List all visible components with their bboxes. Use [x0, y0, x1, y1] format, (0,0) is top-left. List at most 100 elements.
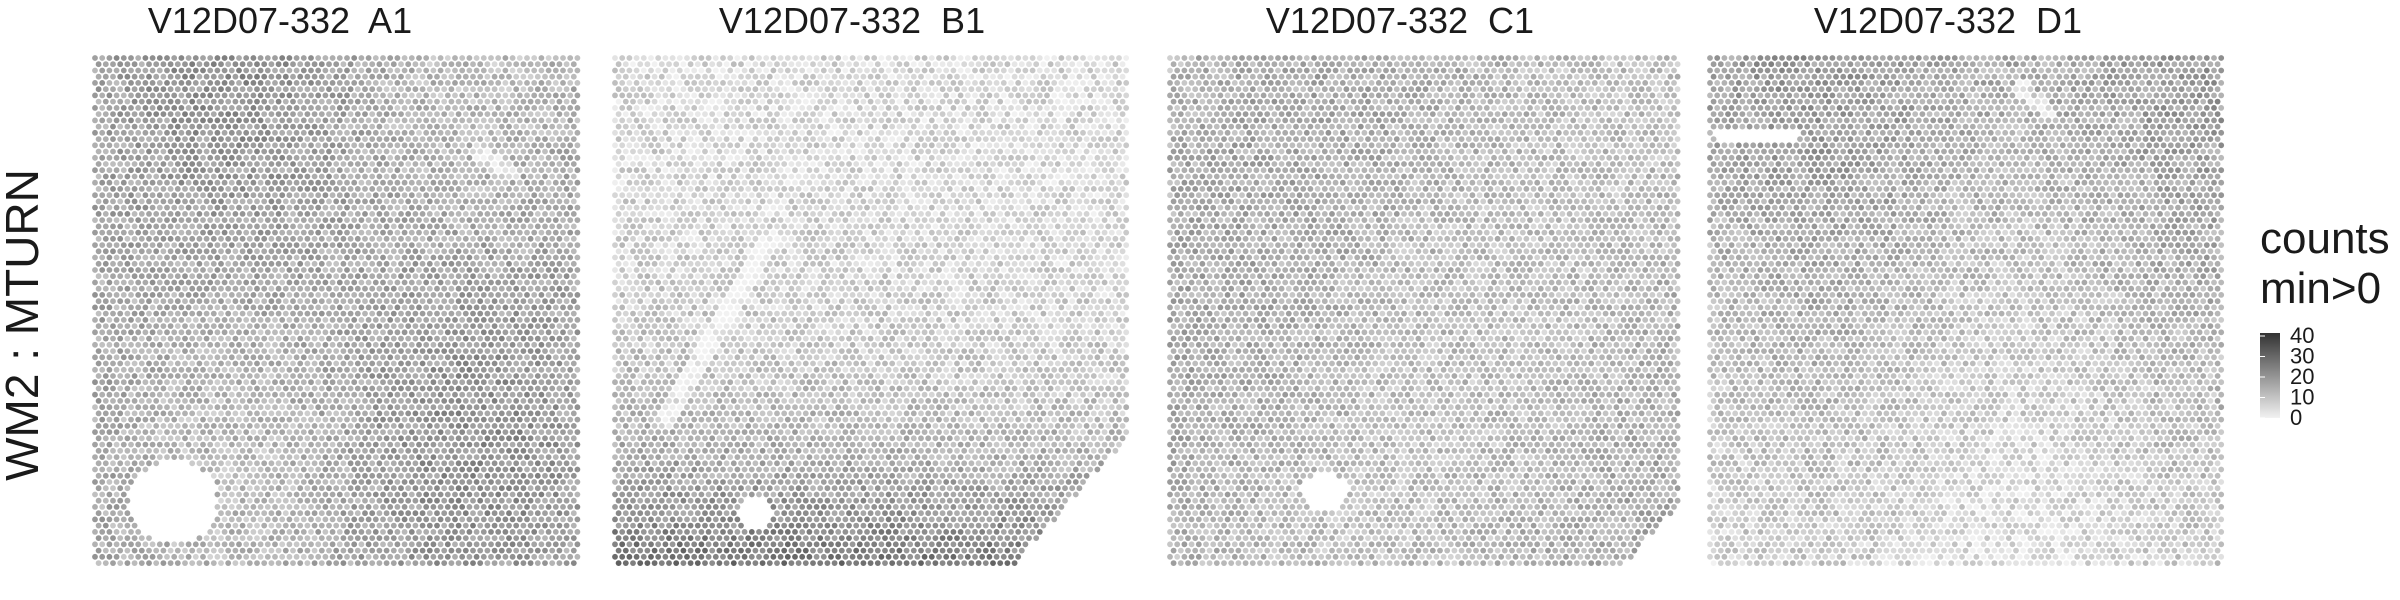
spot [426, 310, 433, 317]
spot [318, 360, 325, 367]
spot [520, 235, 527, 242]
spot [146, 335, 152, 342]
spot [452, 404, 458, 411]
spot [113, 416, 120, 423]
spot [246, 273, 253, 280]
spot [196, 73, 203, 80]
spot [531, 516, 538, 523]
spot [545, 267, 552, 273]
spot [347, 136, 354, 143]
spot [264, 105, 271, 111]
spot [153, 335, 160, 342]
spot [326, 360, 332, 367]
spot [552, 254, 559, 261]
spot [192, 217, 199, 224]
spot [455, 86, 462, 93]
spot [131, 285, 138, 292]
spot [509, 391, 516, 398]
spot [376, 510, 383, 517]
spot [239, 211, 246, 217]
spot [315, 379, 322, 386]
spot [311, 485, 318, 492]
spot [509, 154, 516, 161]
spot [570, 136, 577, 143]
spot [365, 391, 372, 398]
spot [117, 198, 124, 205]
spot [354, 398, 361, 404]
spot [192, 254, 199, 261]
spot [268, 86, 275, 93]
spot [552, 129, 559, 136]
spot [102, 111, 109, 117]
spot [279, 179, 286, 186]
spot [192, 117, 199, 124]
spot [473, 129, 480, 136]
spot [448, 186, 455, 192]
spot [124, 198, 131, 205]
spot [102, 235, 109, 242]
spot [390, 111, 397, 117]
spot [246, 460, 253, 467]
spot [311, 447, 318, 454]
spot [308, 429, 314, 435]
spot [552, 142, 559, 149]
spot [448, 423, 455, 429]
spot [347, 360, 354, 367]
spot [567, 466, 574, 473]
spot [236, 217, 242, 224]
spot [221, 105, 228, 111]
spot [333, 198, 340, 205]
spot [444, 454, 451, 460]
spot [405, 460, 412, 467]
spot [542, 298, 548, 305]
spot [570, 398, 577, 404]
spot [444, 441, 451, 448]
spot [192, 366, 199, 373]
spot [210, 398, 217, 404]
spot [567, 454, 574, 460]
spot [574, 379, 581, 386]
spot [164, 341, 170, 348]
spot [174, 410, 181, 417]
spot-panel-a1 [92, 55, 581, 566]
spot [516, 491, 523, 498]
spot [459, 429, 466, 435]
spot [362, 497, 368, 504]
spot [495, 416, 502, 423]
spot [225, 86, 232, 93]
spot [419, 323, 426, 329]
spot [106, 167, 113, 174]
spot [164, 154, 170, 161]
spot [459, 254, 466, 261]
spot [362, 385, 368, 392]
spot [254, 123, 260, 130]
spot [506, 335, 512, 342]
spot [484, 348, 491, 354]
spot [210, 447, 217, 454]
spot [491, 273, 498, 280]
spot [200, 55, 206, 61]
spot [574, 92, 581, 99]
spot [549, 497, 556, 504]
spot [333, 447, 340, 454]
spot [412, 98, 419, 105]
spot [344, 504, 350, 510]
spot [516, 92, 523, 99]
spot [405, 410, 412, 417]
spot [538, 416, 545, 423]
spot [167, 186, 174, 192]
spot [264, 491, 271, 498]
spot [279, 354, 286, 361]
spot [146, 148, 152, 155]
spot [434, 310, 440, 317]
spot [549, 510, 556, 517]
spot [516, 267, 523, 273]
spot [286, 179, 293, 186]
spot [228, 354, 235, 361]
spot [174, 186, 181, 192]
spot [394, 491, 401, 498]
spot [387, 391, 394, 398]
spot [344, 304, 350, 311]
spot [473, 416, 480, 423]
spot [167, 86, 174, 93]
